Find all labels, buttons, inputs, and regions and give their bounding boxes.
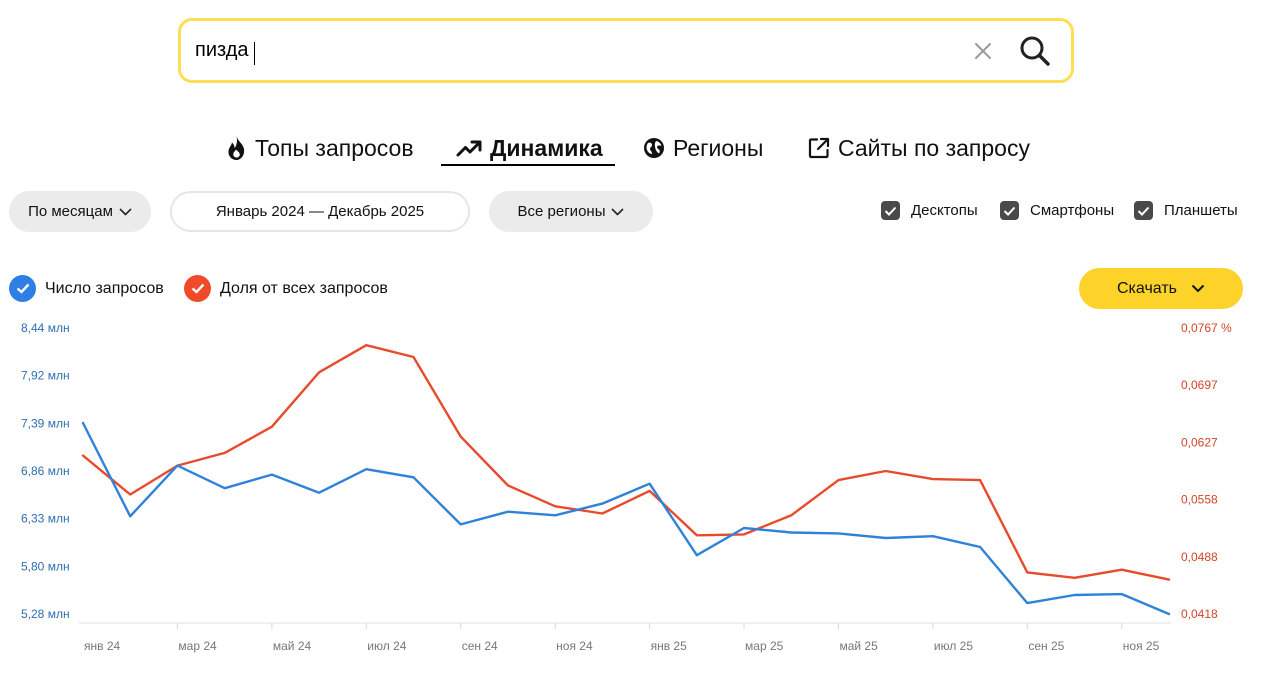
dynamics-chart: 8,44 млн 7,92 млн 7,39 млн 6,86 млн 6,33 млн… (21, 321, 1232, 653)
series-line-share (81, 344, 1171, 581)
globe-icon (644, 138, 664, 158)
report-tabs: Топы запросов Динамика Регионы Сайты по … (0, 130, 1280, 170)
text-caret (254, 42, 255, 65)
period-dropdown[interactable]: По месяцам (9, 191, 151, 232)
left-axis-tick-label: 6,33 млн (21, 512, 70, 526)
checkbox-tablet-label: Планшеты (1164, 202, 1238, 219)
tab-dynamics[interactable]: Динамика (456, 130, 603, 166)
x-axis-tick-label: янв 24 (84, 639, 121, 653)
checkbox-tablet[interactable]: Планшеты (1134, 201, 1238, 220)
right-axis-tick-label: 0,0697 (1181, 378, 1218, 392)
search-button[interactable] (1011, 27, 1059, 75)
x-axis-tick-label: мар 24 (178, 639, 217, 653)
right-axis-tick-label: 0,0558 (1181, 493, 1218, 507)
tab-regions[interactable]: Регионы (643, 130, 763, 166)
region-dropdown-label: Все регионы (517, 203, 606, 220)
x-axis-tick-label: май 25 (839, 639, 878, 653)
x-axis-tick-label: ноя 25 (1123, 639, 1160, 653)
series-line-requests (81, 421, 1171, 616)
legend-share-label: Доля от всех запросов (220, 279, 388, 297)
chevron-down-icon (1191, 284, 1205, 293)
period-dropdown-label: По месяцам (28, 203, 113, 220)
legend-toggle-share[interactable]: Доля от всех запросов (184, 275, 388, 302)
x-axis-tick-label: сен 25 (1028, 639, 1064, 653)
legend-check-icon (9, 275, 36, 302)
checkbox-desktop-label: Десктопы (911, 202, 978, 219)
x-axis-tick-label: июл 24 (367, 639, 406, 653)
checkbox-smartphone[interactable]: Смартфоны (1000, 201, 1114, 220)
date-range-label: Январь 2024 — Декабрь 2025 (215, 203, 425, 220)
left-axis-tick-label: 6,86 млн (21, 464, 70, 478)
region-dropdown[interactable]: Все регионы (489, 191, 653, 232)
left-axis-tick-label: 5,80 млн (21, 559, 70, 573)
tab-dynamics-label: Динамика (490, 134, 603, 161)
search-input[interactable] (181, 21, 961, 80)
chevron-down-icon (119, 207, 132, 216)
download-button-label: Скачать (1117, 279, 1177, 297)
download-button[interactable]: Скачать (1079, 268, 1243, 309)
checkbox-checked-icon (1000, 201, 1019, 220)
tab-sites[interactable]: Сайты по запросу (808, 130, 1030, 166)
checkbox-checked-icon (881, 201, 900, 220)
chevron-down-icon (611, 207, 625, 216)
x-axis-tick-label: янв 25 (651, 639, 688, 653)
checkbox-checked-icon (1134, 201, 1153, 220)
left-axis-tick-label: 5,28 млн (21, 607, 70, 621)
legend-check-icon (184, 275, 211, 302)
right-axis-tick-label: 0,0488 (1181, 550, 1218, 564)
x-axis-tick-label: мар 25 (745, 639, 784, 653)
x-axis-tick-label: ноя 24 (556, 639, 593, 653)
date-range-picker[interactable]: Январь 2024 — Декабрь 2025 (170, 191, 470, 232)
left-axis-tick-label: 8,44 млн (21, 321, 70, 335)
trend-up-icon (456, 140, 482, 157)
close-icon (975, 42, 991, 59)
legend-toggle-requests[interactable]: Число запросов (9, 275, 164, 302)
checkbox-desktop[interactable]: Десктопы (881, 201, 978, 220)
checkbox-smartphone-label: Смартфоны (1030, 202, 1115, 219)
search-bar (178, 18, 1074, 83)
right-axis-tick-label: 0,0418 (1181, 607, 1218, 621)
x-axis-tick-label: июл 25 (934, 639, 973, 653)
tab-sites-label: Сайты по запросу (838, 134, 1030, 161)
external-link-icon (808, 137, 830, 159)
left-axis-tick-label: 7,39 млн (21, 416, 70, 430)
tab-regions-label: Регионы (673, 134, 764, 161)
right-axis-tick-label: 0,0767 % (1181, 321, 1232, 335)
legend-requests-label: Число запросов (45, 279, 164, 297)
search-icon (1020, 36, 1050, 66)
flame-icon (228, 136, 245, 160)
active-tab-underline (441, 164, 615, 166)
tab-top-queries[interactable]: Топы запросов (226, 130, 414, 166)
clear-search-button[interactable] (961, 29, 1005, 73)
left-axis-tick-label: 7,92 млн (21, 369, 70, 383)
x-axis-tick-label: май 24 (273, 639, 312, 653)
x-axis-tick-label: сен 24 (462, 639, 498, 653)
right-axis-tick-label: 0,0627 (1181, 435, 1218, 449)
tab-top-queries-label: Топы запросов (255, 134, 414, 161)
